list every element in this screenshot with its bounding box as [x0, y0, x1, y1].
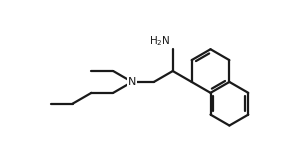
Text: N: N: [128, 77, 136, 87]
Text: H$_2$N: H$_2$N: [149, 34, 171, 48]
